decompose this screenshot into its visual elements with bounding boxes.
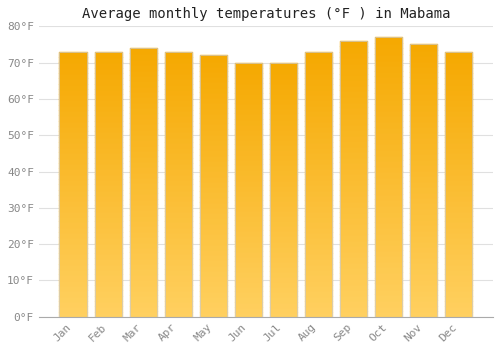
Bar — [305, 52, 332, 317]
Bar — [60, 52, 87, 317]
Bar — [375, 37, 402, 317]
Bar — [270, 63, 297, 317]
Bar — [410, 44, 438, 317]
Bar — [200, 55, 227, 317]
Bar — [305, 52, 332, 317]
Bar — [445, 52, 472, 317]
Bar — [94, 52, 122, 317]
Bar — [60, 52, 87, 317]
Bar — [94, 52, 122, 317]
Bar — [130, 48, 157, 317]
Bar — [234, 63, 262, 317]
Bar — [200, 55, 227, 317]
Bar — [130, 48, 157, 317]
Bar — [340, 41, 367, 317]
Bar — [340, 41, 367, 317]
Bar — [270, 63, 297, 317]
Bar — [410, 44, 438, 317]
Title: Average monthly temperatures (°F ) in Mabama: Average monthly temperatures (°F ) in Ma… — [82, 7, 450, 21]
Bar — [375, 37, 402, 317]
Bar — [164, 52, 192, 317]
Bar — [164, 52, 192, 317]
Bar — [445, 52, 472, 317]
Bar — [234, 63, 262, 317]
